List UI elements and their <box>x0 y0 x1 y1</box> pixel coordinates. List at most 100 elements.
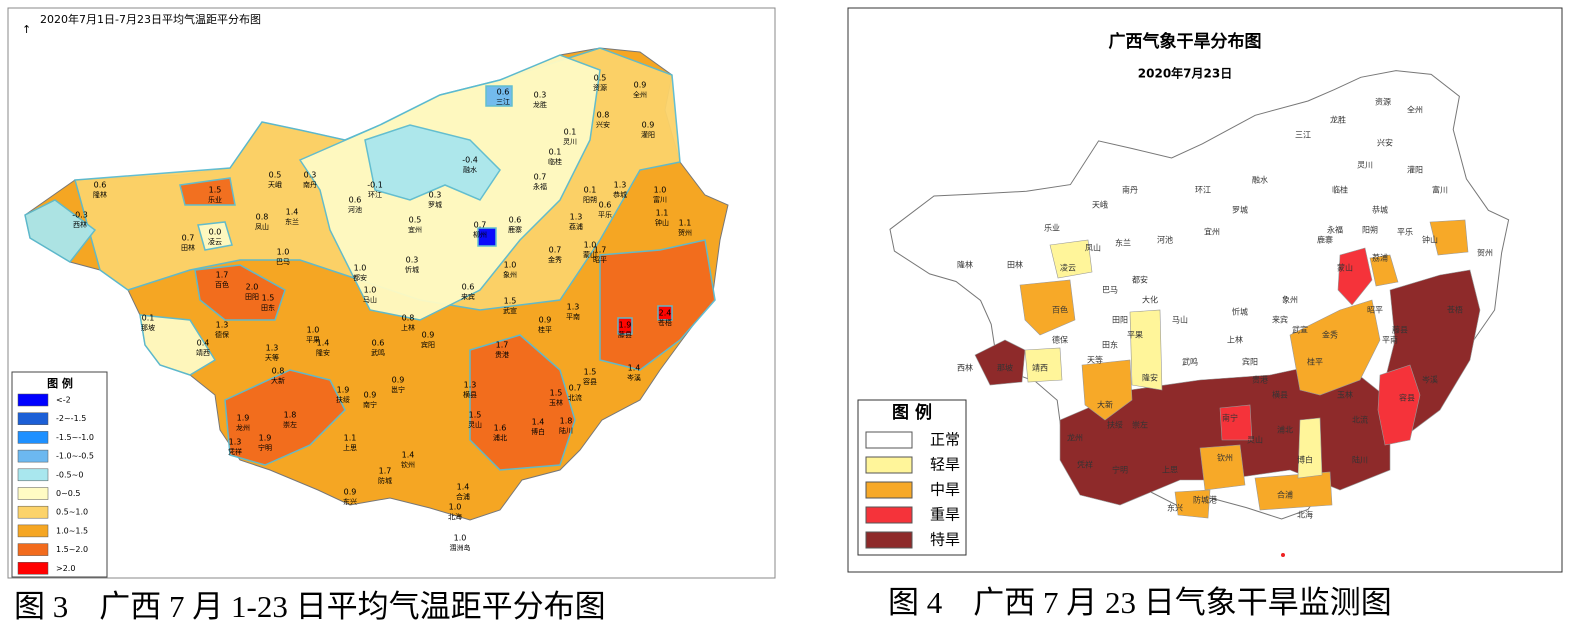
place-label: 柳州 <box>473 230 487 239</box>
place-label: 金秀 <box>1322 330 1338 340</box>
place-label: 昭平 <box>1367 306 1383 315</box>
place-label: 隆安 <box>1142 373 1158 383</box>
place-label: 象州 <box>503 270 517 279</box>
place-label: 富川 <box>653 195 667 204</box>
legend-label: -1.5~-1.0 <box>56 433 94 442</box>
place-label: 罗城 <box>428 201 442 209</box>
value-label: 2.4 <box>659 309 672 318</box>
place-label: 巴马 <box>1102 286 1118 295</box>
left-legend-title: 图 例 <box>47 376 73 390</box>
value-label: 0.8 <box>272 367 285 376</box>
place-label: 苍梧 <box>1447 305 1463 315</box>
value-label: 1.4 <box>457 483 470 492</box>
drought-zone <box>1254 471 1333 511</box>
value-label: 0.6 <box>349 196 362 205</box>
value-label: 0.1 <box>549 148 562 157</box>
place-label: 天等 <box>265 353 279 362</box>
drought-zone <box>1199 444 1246 491</box>
legend-swatch <box>865 456 913 474</box>
zone <box>485 85 513 107</box>
place-label: 巴马 <box>276 258 290 266</box>
value-label: 1.4 <box>628 364 641 373</box>
zone <box>364 124 501 201</box>
place-label: 防城 <box>378 476 392 485</box>
legend-swatch <box>865 431 913 449</box>
place-label: 桂平 <box>1307 357 1323 367</box>
right-legend-box <box>857 399 967 556</box>
place-label: 马山 <box>363 295 377 304</box>
place-label: 隆林 <box>93 190 107 199</box>
legend-swatch <box>17 487 49 500</box>
island-dot <box>1281 553 1285 557</box>
value-label: 1.9 <box>619 321 632 330</box>
place-label: 灌阳 <box>641 130 655 139</box>
place-label: 田林 <box>181 243 195 252</box>
caption: 图 3 广西 7 月 1-23 日平均气温距平分布图 <box>14 589 606 624</box>
place-label: 临桂 <box>1332 185 1348 195</box>
value-label: 1.0 <box>277 248 290 257</box>
value-label: 1.5 <box>209 186 222 195</box>
drought-zone <box>1049 239 1093 279</box>
zone <box>657 305 673 321</box>
value-label: -0.4 <box>462 156 478 165</box>
place-label: 横县 <box>1272 390 1288 400</box>
drought-zone <box>1429 219 1469 256</box>
place-label: 灵川 <box>1357 161 1373 170</box>
value-label: 0.0 <box>209 228 222 237</box>
place-label: 扶绥 <box>336 395 350 404</box>
place-label: 来宾 <box>1272 315 1288 325</box>
legend-swatch <box>865 481 913 499</box>
legend-label: 1.0~1.5 <box>56 526 88 535</box>
place-label: 天峨 <box>1092 200 1108 210</box>
place-label: 平乐 <box>598 210 612 219</box>
place-label: 靖西 <box>1032 363 1048 373</box>
place-label: 三江 <box>1295 131 1311 140</box>
legend-swatch <box>17 543 49 556</box>
place-label: 武鸣 <box>1182 357 1198 367</box>
value-label: 1.1 <box>344 434 357 443</box>
place-label: 宾阳 <box>1242 357 1258 367</box>
place-label: 蒙山 <box>583 250 597 259</box>
north-arrow: ↑ <box>22 23 31 36</box>
place-label: 荔浦 <box>569 222 583 231</box>
place-label: 龙胜 <box>533 100 547 109</box>
legend-label: 特旱 <box>930 531 960 549</box>
place-label: 平南 <box>566 312 580 321</box>
value-label: 0.5 <box>409 216 422 225</box>
zone <box>197 221 233 251</box>
value-label: 0.6 <box>497 88 510 97</box>
legend-label: 正常 <box>930 431 960 449</box>
place-label: 资源 <box>1375 97 1391 107</box>
place-label: 上林 <box>401 323 415 332</box>
legend-swatch <box>17 524 49 538</box>
zone <box>139 314 217 376</box>
zone <box>477 227 497 247</box>
value-label: 1.3 <box>567 303 580 312</box>
value-label: -0.1 <box>367 181 383 190</box>
value-label: 0.3 <box>534 91 547 100</box>
value-label: 2.0 <box>246 283 259 292</box>
place-label: 玉林 <box>549 398 563 407</box>
place-label: 涠洲岛 <box>450 543 471 552</box>
place-label: 凌云 <box>208 237 222 246</box>
place-label: 阳朔 <box>583 195 597 204</box>
value-label: 0.9 <box>392 376 405 385</box>
value-label: 1.7 <box>594 246 607 255</box>
value-label: 1.8 <box>560 417 573 426</box>
place-label: 崇左 <box>1132 420 1148 430</box>
place-label: 博白 <box>531 427 545 436</box>
value-label: 0.8 <box>597 111 610 120</box>
place-label: 灌阳 <box>1407 165 1423 175</box>
value-label: 0.7 <box>549 246 562 255</box>
value-label: 0.6 <box>509 216 522 225</box>
place-label: 武宣 <box>503 306 517 315</box>
place-label: 平乐 <box>1397 227 1413 237</box>
place-label: 邕宁 <box>391 385 405 394</box>
place-label: 苍梧 <box>658 318 672 327</box>
place-label: 灵川 <box>563 138 577 146</box>
place-label: 灵山 <box>468 420 482 429</box>
place-label: 宜州 <box>1204 227 1220 237</box>
place-label: 东兴 <box>343 497 357 506</box>
place-label: 隆林 <box>957 260 973 270</box>
legend-label: 中旱 <box>930 481 960 499</box>
